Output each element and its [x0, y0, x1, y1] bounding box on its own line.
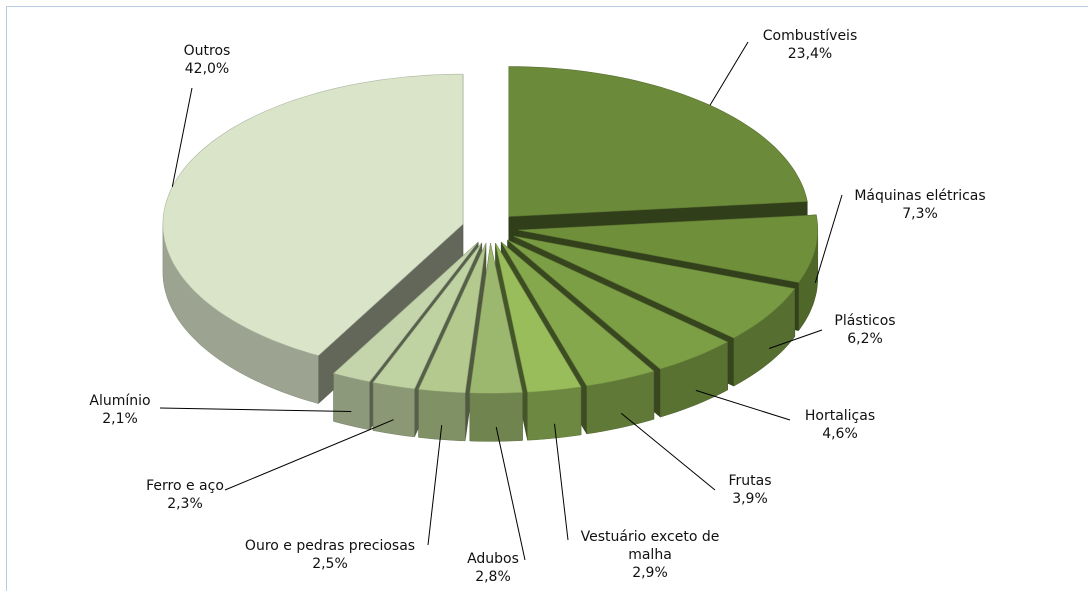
leader-line: [768, 329, 823, 349]
slice-wall: [333, 373, 370, 431]
label-value: 6,2%: [847, 331, 883, 347]
slice-top: [332, 241, 479, 383]
slice-wall: [527, 386, 582, 441]
slice-wall: [469, 392, 523, 442]
leader-line: [709, 41, 749, 106]
data-label: Combustíveis 23,4%: [763, 27, 858, 63]
slice-top: [507, 239, 729, 370]
label-name: Outros: [183, 43, 231, 59]
slice: [418, 243, 487, 442]
leader-line: [171, 87, 193, 187]
leader-line: [427, 425, 443, 546]
data-label: Frutas 3,9%: [728, 472, 771, 508]
data-label: Ouro e pedras preciosas 2,5%: [245, 537, 415, 573]
slice-top: [372, 242, 483, 390]
slice-top: [500, 241, 655, 387]
label-value: 2,3%: [167, 496, 203, 512]
label-name: Ouro e pedras preciosas: [244, 538, 416, 554]
leader-line: [814, 194, 843, 283]
data-label: Máquinas elétricas 7,3%: [854, 187, 985, 223]
slice-top: [418, 243, 487, 394]
leader-line: [224, 419, 394, 491]
data-label: Ferro e aço 2,3%: [146, 477, 224, 513]
data-label: Hortaliças 4,6%: [805, 407, 875, 443]
slice-top: [495, 242, 582, 393]
label-value: 2,5%: [312, 556, 348, 572]
label-value: 4,6%: [822, 426, 858, 442]
slice-top: [513, 235, 796, 339]
label-name: Alumínio: [89, 393, 151, 409]
slice-top: [508, 66, 808, 217]
label-value: 2,8%: [475, 569, 511, 585]
label-name: Plásticos: [834, 313, 896, 329]
label-value: 3,9%: [732, 491, 768, 507]
leader-line: [620, 412, 716, 491]
slice: [469, 243, 523, 442]
label-name: Hortaliças: [804, 408, 876, 424]
leader-line: [554, 423, 569, 541]
label-value: 7,3%: [902, 206, 938, 222]
label-name: Ferro e aço: [146, 478, 224, 494]
data-label: Adubos 2,8%: [467, 550, 519, 586]
label-name: Máquinas elétricas: [854, 188, 986, 204]
label-value: 23,4%: [787, 46, 833, 62]
frame: [6, 6, 1088, 591]
label-name: Vestuário exceto de malha: [580, 529, 720, 563]
label-name: Combustíveis: [762, 28, 858, 44]
leader-line: [495, 426, 526, 561]
data-label: Vestuário exceto de malha 2,9%: [560, 528, 740, 582]
slice-top: [517, 214, 819, 283]
leader-line: [159, 407, 352, 412]
label-value: 2,9%: [632, 565, 668, 581]
label-value: 2,1%: [102, 411, 138, 427]
data-label: Alumínio 2,1%: [89, 392, 150, 428]
slice-wall: [418, 389, 466, 442]
data-label: Outros 42,0%: [184, 42, 231, 78]
label-value: 42,0%: [184, 61, 230, 77]
slice: [162, 73, 464, 405]
slice-wall: [372, 382, 415, 438]
data-label: Plásticos 6,2%: [834, 312, 895, 348]
label-name: Frutas: [728, 473, 772, 489]
leader-line: [695, 389, 791, 421]
slice-top: [469, 243, 523, 394]
label-name: Adubos: [467, 551, 519, 567]
